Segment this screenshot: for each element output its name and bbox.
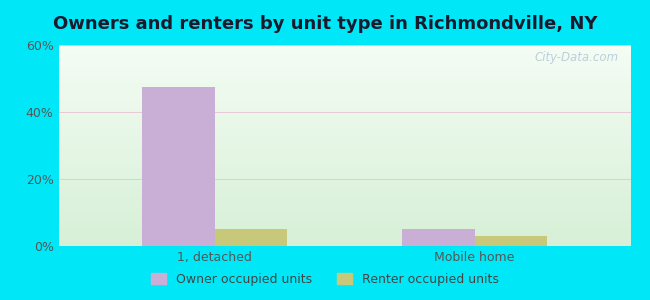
Bar [142,87,214,246]
Text: City-Data.com: City-Data.com [535,51,619,64]
Bar [474,236,547,246]
Legend: Owner occupied units, Renter occupied units: Owner occupied units, Renter occupied un… [146,268,504,291]
Bar [402,229,474,246]
Text: Owners and renters by unit type in Richmondville, NY: Owners and renters by unit type in Richm… [53,15,597,33]
Bar [214,229,287,246]
